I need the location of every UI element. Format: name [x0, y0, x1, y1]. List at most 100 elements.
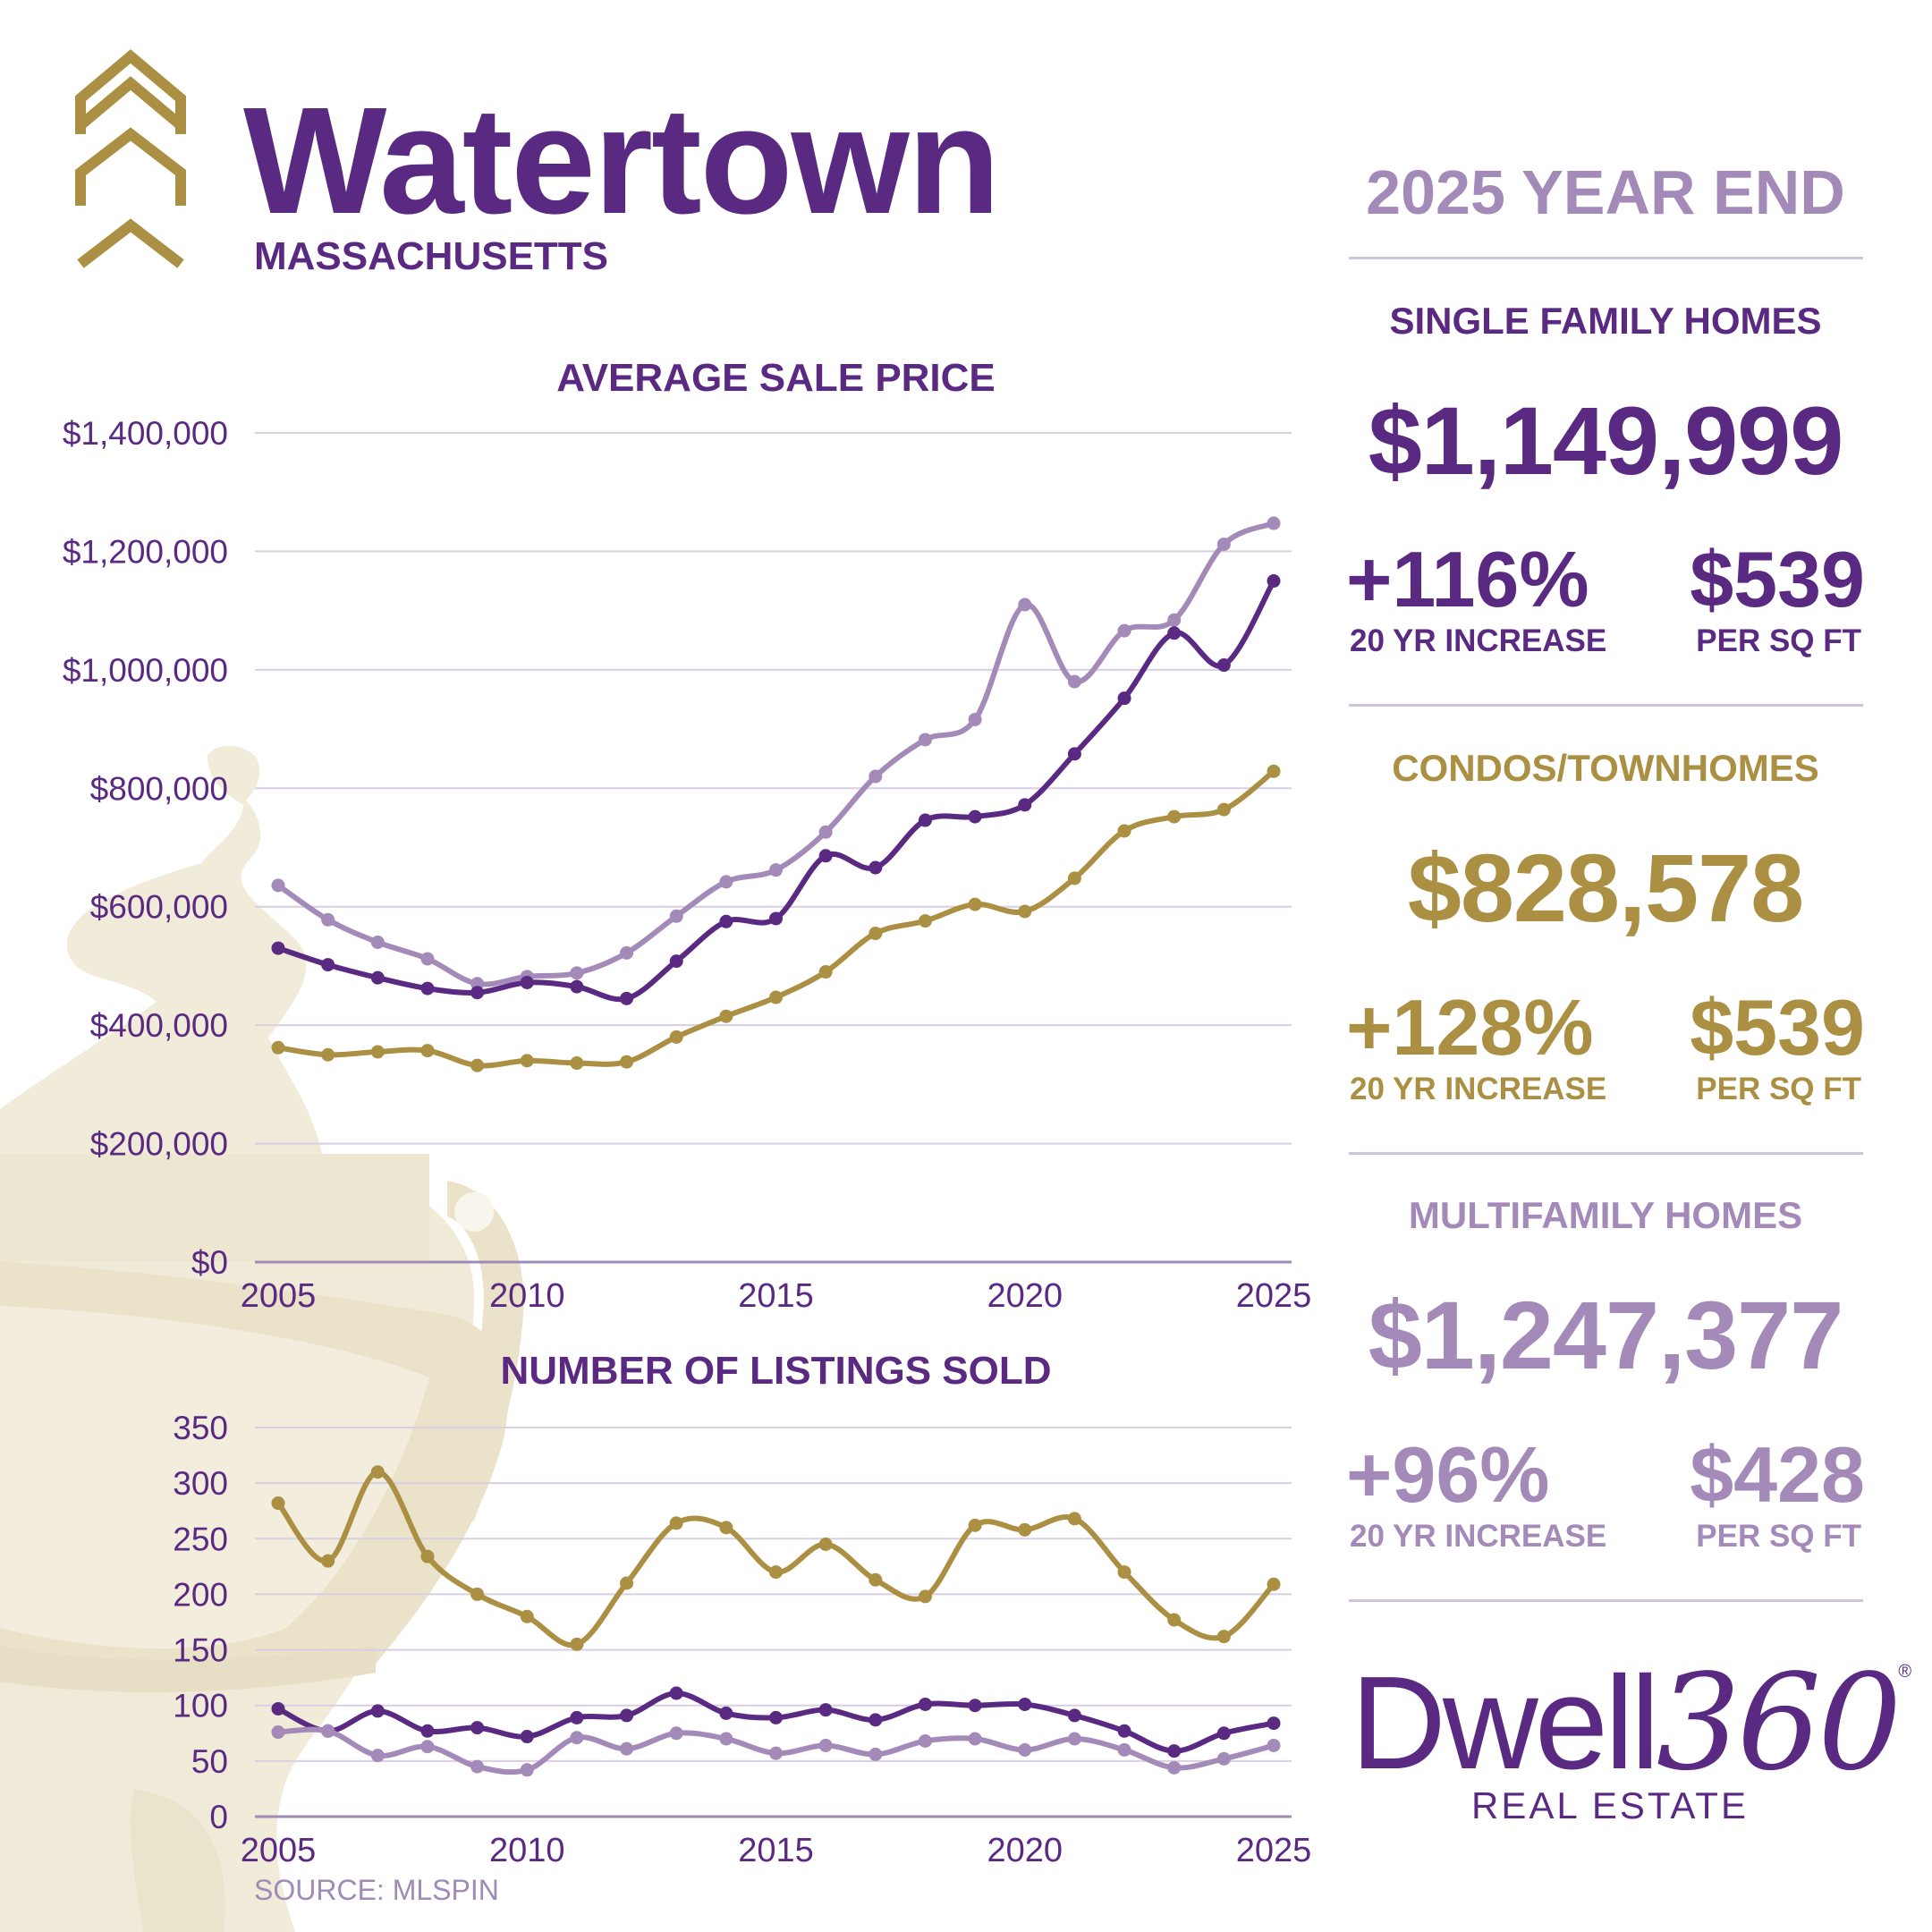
data-point-single_family: [271, 941, 285, 955]
divider: [1349, 704, 1863, 707]
brand-tagline: REAL ESTATE: [1471, 1784, 1749, 1826]
data-point-multifamily: [918, 733, 932, 747]
data-point-condo: [470, 1058, 485, 1072]
data-point-condo: [769, 1565, 783, 1580]
y-tick-label: 100: [173, 1688, 228, 1724]
data-point-condo: [719, 1521, 733, 1535]
data-point-single_family: [968, 1699, 982, 1713]
data-point-multifamily: [420, 952, 435, 966]
listings-sold-chart: 0 50 100 150 200 250 300 350 2005 2010 2015 2020 202…: [173, 1410, 1311, 1869]
x-tick-label: 2025: [1236, 1832, 1312, 1869]
data-point-single_family: [1267, 1716, 1281, 1731]
x-tick-label: 2010: [489, 1832, 565, 1869]
data-point-condo: [1167, 809, 1182, 824]
data-point-multifamily: [1216, 1751, 1231, 1766]
data-point-condo: [818, 965, 833, 979]
x-tick-label: 2005: [241, 1832, 317, 1869]
data-point-single_family: [669, 1686, 683, 1700]
data-point-multifamily: [570, 1731, 584, 1745]
data-point-condo: [968, 897, 982, 911]
report-title: 2025 YEAR END: [1366, 157, 1845, 227]
data-point-single_family: [818, 849, 833, 863]
data-point-single_family: [1117, 691, 1131, 706]
divider: [1349, 1152, 1863, 1155]
y-tick-label: 300: [173, 1465, 228, 1502]
data-point-condo: [1267, 764, 1281, 778]
data-point-multifamily: [620, 945, 634, 960]
data-point-condo: [1216, 1630, 1231, 1644]
data-point-single_family: [420, 981, 435, 996]
registered-mark: ®: [1898, 1662, 1911, 1682]
data-point-single_family: [669, 954, 683, 969]
data-point-single_family: [420, 1724, 435, 1738]
data-point-single_family: [570, 1710, 584, 1724]
city-title: Watertown: [243, 76, 1001, 246]
data-point-condo: [918, 914, 932, 928]
multifamily-title: MULTIFAMILY HOMES: [1408, 1194, 1803, 1236]
y-tick-label: 150: [173, 1632, 228, 1669]
data-point-condo: [271, 1040, 285, 1055]
data-point-multifamily: [669, 1726, 683, 1741]
data-point-single_family: [869, 860, 883, 875]
data-point-condo: [918, 1589, 932, 1604]
data-point-multifamily: [271, 1725, 285, 1740]
y-tick-label: $0: [191, 1244, 228, 1281]
divider: [1349, 1599, 1863, 1602]
data-point-multifamily: [1167, 613, 1182, 627]
data-point-single_family: [520, 975, 534, 989]
data-point-single_family: [769, 1710, 783, 1724]
data-point-multifamily: [1067, 1732, 1081, 1746]
y-tick-label: 250: [173, 1521, 228, 1557]
data-point-multifamily: [520, 1763, 534, 1777]
data-point-multifamily: [420, 1740, 435, 1754]
data-point-multifamily: [1216, 537, 1231, 551]
condo-stats: +128% $539 20 YR INCREASE PER SQ FT: [1346, 982, 1865, 1116]
single-family-increase-label: 20 YR INCREASE: [1350, 623, 1607, 658]
data-point-multifamily: [918, 1733, 932, 1748]
data-point-multifamily: [321, 912, 335, 927]
data-point-single_family: [968, 809, 982, 824]
data-point-single_family: [470, 986, 485, 1000]
y-tick-label: $1,400,000: [63, 415, 228, 452]
y-tick-label: $800,000: [90, 770, 228, 807]
y-tick-label: 350: [173, 1410, 228, 1446]
brand-name: Dwell: [1351, 1649, 1660, 1797]
y-tick-label: 0: [209, 1799, 228, 1835]
x-tick-label: 2020: [987, 1832, 1063, 1869]
data-point-condo: [520, 1054, 534, 1068]
data-point-multifamily: [968, 712, 982, 726]
series-line-single_family: [275, 578, 1276, 1003]
data-point-multifamily: [370, 935, 385, 949]
data-point-multifamily: [321, 1724, 335, 1738]
condo-per-sqft: $539: [1690, 983, 1865, 1072]
y-tick-label: $600,000: [90, 889, 228, 926]
data-point-condo: [1267, 1577, 1281, 1591]
data-point-single_family: [719, 914, 733, 928]
data-point-multifamily: [620, 1741, 634, 1756]
data-point-condo: [620, 1055, 634, 1069]
brand-number: 360: [1656, 1646, 1902, 1800]
average-sale-price-chart: $0 $200,000 $400,000 $600,000 $800,000 $1,000…: [63, 415, 1311, 1315]
y-tick-label: $1,200,000: [63, 533, 228, 570]
data-point-multifamily: [1018, 597, 1032, 612]
data-point-condo: [769, 990, 783, 1004]
source-note: SOURCE: MLSPIN: [254, 1874, 499, 1906]
data-point-multifamily: [769, 1746, 783, 1760]
x-tick-label: 2025: [1236, 1277, 1312, 1315]
multifamily-stats: +96% $428 20 YR INCREASE PER SQ FT: [1346, 1429, 1865, 1563]
data-point-single_family: [570, 979, 584, 994]
data-point-multifamily: [719, 1732, 733, 1746]
data-point-condo: [420, 1549, 435, 1563]
multifamily-per-sqft-label: PER SQ FT: [1696, 1519, 1861, 1554]
data-point-single_family: [1018, 798, 1032, 812]
series-line-multifamily: [275, 521, 1276, 987]
data-point-condo: [1117, 824, 1131, 838]
data-point-condo: [370, 1045, 385, 1059]
data-point-condo: [869, 927, 883, 941]
data-point-single_family: [370, 970, 385, 985]
data-point-single_family: [918, 813, 932, 827]
data-point-multifamily: [470, 1759, 485, 1774]
single-family-title: SINGLE FAMILY HOMES: [1389, 300, 1822, 342]
data-point-multifamily: [1067, 674, 1081, 689]
